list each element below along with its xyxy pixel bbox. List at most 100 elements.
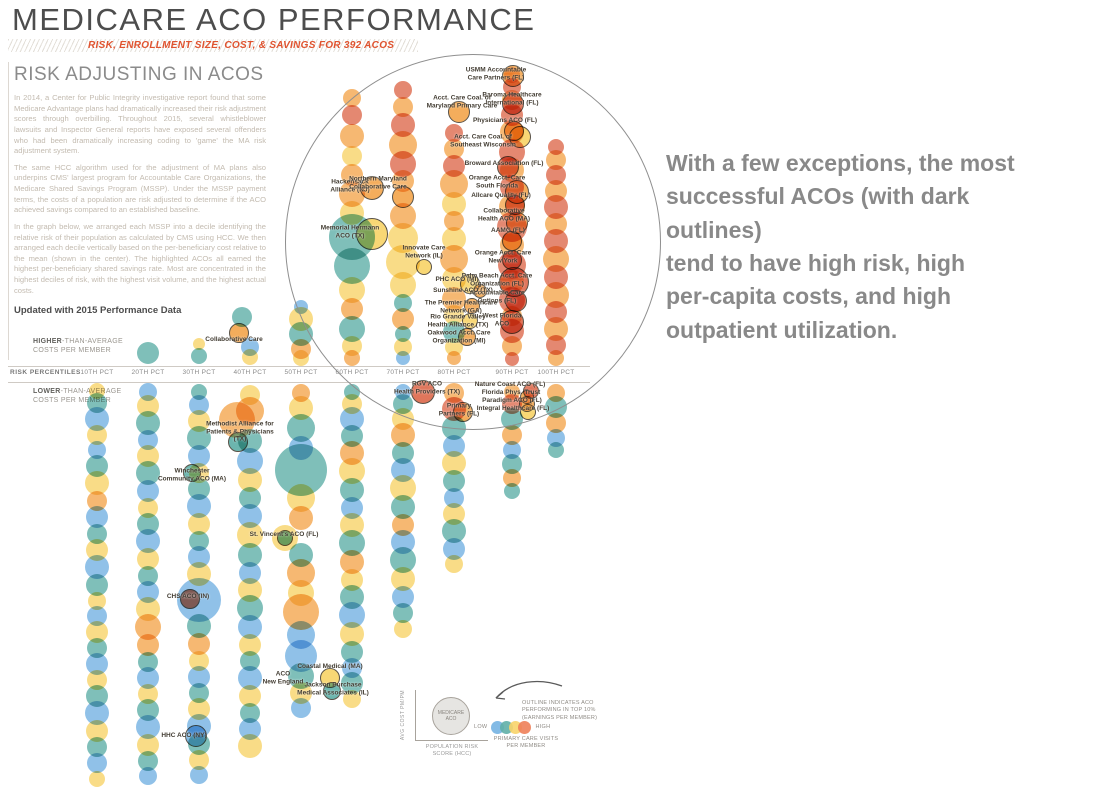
intro-paragraph: In 2014, a Center for Public Integrity i… [14,93,266,156]
aco-label: HHC ACO (NY) [161,732,207,740]
aco-bubble-top-performer [180,589,200,609]
aco-bubble [190,766,208,784]
aco-bubble-top-performer [453,402,473,422]
aco-bubble-top-performer [460,274,480,294]
higher-costs-rest: -THAN-AVERAGE COSTS PER MEMBER [33,338,123,355]
aco-bubble [138,751,158,771]
aco-bubble-top-performer [520,404,536,420]
aco-label: West Florida ACO [482,312,522,327]
aco-bubble [503,469,521,487]
aco-bubble [86,574,108,596]
aco-bubble [548,139,564,155]
aco-bubble [289,506,313,530]
aco-bubble [443,470,465,492]
aco-bubble-top-performer [502,65,524,87]
aco-bubble [188,666,210,688]
axis-tick-label: 50TH PCT [284,369,318,376]
aco-label: Orange Acct. Care New York [474,249,532,264]
aco-bubble-top-performer [411,380,435,404]
aco-label: RGV ACO Health Providers (TX) [393,380,461,395]
aco-bubble [546,165,566,185]
aco-bubble [342,105,362,125]
axis-tick-label: 20TH PCT [131,369,165,376]
aco-label: Jackson Purchase Medical Associates (IL) [297,681,369,696]
aco-label: USMM Accountable Care Partners (FL) [465,66,527,81]
aco-label: AAMG (FL) [491,227,525,235]
aco-bubble [445,338,463,356]
aco-bubble [502,425,522,445]
aco-label: Orange Acct. Care South Florida [468,174,526,189]
scale-dots [491,720,532,734]
aco-bubble-top-performer [356,218,388,250]
aco-bubble [342,146,362,166]
aco-label: Accountable Care Options (FL) [469,289,525,304]
aco-label: Oakwood Acct. Care Organization (MI) [427,329,491,344]
aco-label: Nature Coast ACO (FL) [474,381,546,389]
intro-panel: RISK ADJUSTING IN ACOS In 2014, a Center… [14,64,266,324]
aco-label: Florida Phys. Trust [481,389,541,397]
aco-bubble [137,634,159,656]
aco-bubble [391,113,415,137]
aco-bubble [241,338,259,356]
aco-label: Collaborative Health ACO (MA) [477,207,531,222]
aco-label: Paradigm ACO (FL) [482,397,542,405]
axis-tick-label: 90TH PCT [495,369,529,376]
intro-heading: RISK ADJUSTING IN ACOS [14,64,264,85]
aco-bubble [86,621,108,643]
lower-costs-label: LOWER-THAN-AVERAGE COSTS PER MEMBER [33,387,122,405]
aco-bubble [294,300,308,314]
aco-bubble [188,633,210,655]
aco-bubble [238,734,262,758]
axis-tick-label: 30TH PCT [182,369,216,376]
aco-bubble [394,294,412,312]
aco-label: Hackensack Alliance (NJ) [330,178,370,193]
aco-bubble [444,139,464,159]
aco-bubble [341,298,363,320]
aco-bubble [88,441,106,459]
aco-label: Physicians ACO (FL) [472,117,538,125]
aco-label: Baroma Healthcare International (FL) [482,91,542,106]
aco-bubble [291,698,311,718]
aco-bubble-top-performer [416,259,432,275]
aco-bubble [545,213,567,235]
legend-mini-axis [415,690,488,741]
aco-label: Sunshine ACO (TX) [433,287,493,295]
aco-bubble [193,338,205,350]
aco-bubble [232,307,252,327]
aco-bubble-top-performer [448,101,470,123]
medicare-aco-circle-label: MEDICARE ACO [437,709,465,723]
aco-bubble-top-performer [360,176,384,200]
aco-bubble [394,338,412,356]
axis-tick-label: 40TH PCT [233,369,267,376]
aco-bubble [343,690,361,708]
population-risk-label: POPULATION RISK SCORE (HCC) [425,744,479,758]
aco-bubble-top-performer [502,93,524,115]
aco-bubble [88,592,106,610]
aco-label: Methodist Alliance for Patients & Physic… [206,420,274,443]
aco-bubble [442,227,466,251]
aco-bubble [239,487,261,509]
aco-bubble [239,685,261,707]
intro-paragraph: In the graph below, we arranged each MSS… [14,221,266,295]
aco-label: Primary Partners (FL) [438,402,480,417]
aco-bubble [86,653,108,675]
aco-bubble [87,753,107,773]
aco-label: Broward Association (FL) [464,160,544,168]
scale-caption: PRIMARY CARE VISITS PER MEMBER [493,736,559,750]
curved-arrow-icon [495,680,563,700]
aco-label: Allcare Quality (FL) [471,192,531,200]
aco-label: Rio Grande Valley Health Alliance (TX) [427,313,489,328]
axis-tick-label: 10TH PCT [80,369,114,376]
aco-bubble [189,750,209,770]
aco-bubble [546,413,566,433]
aco-label: Acct. Care Coal. of Maryland Primary Car… [426,94,498,109]
aco-bubble-top-performer [464,298,480,314]
aco-bubble [339,316,365,342]
aco-bubble [87,737,107,757]
avg-cost-axis-label: AVG COST PM/PM [400,689,406,741]
aco-bubble-top-performer [509,126,531,148]
aco-label: ACO New England [262,670,304,685]
aco-bubble [188,513,210,535]
